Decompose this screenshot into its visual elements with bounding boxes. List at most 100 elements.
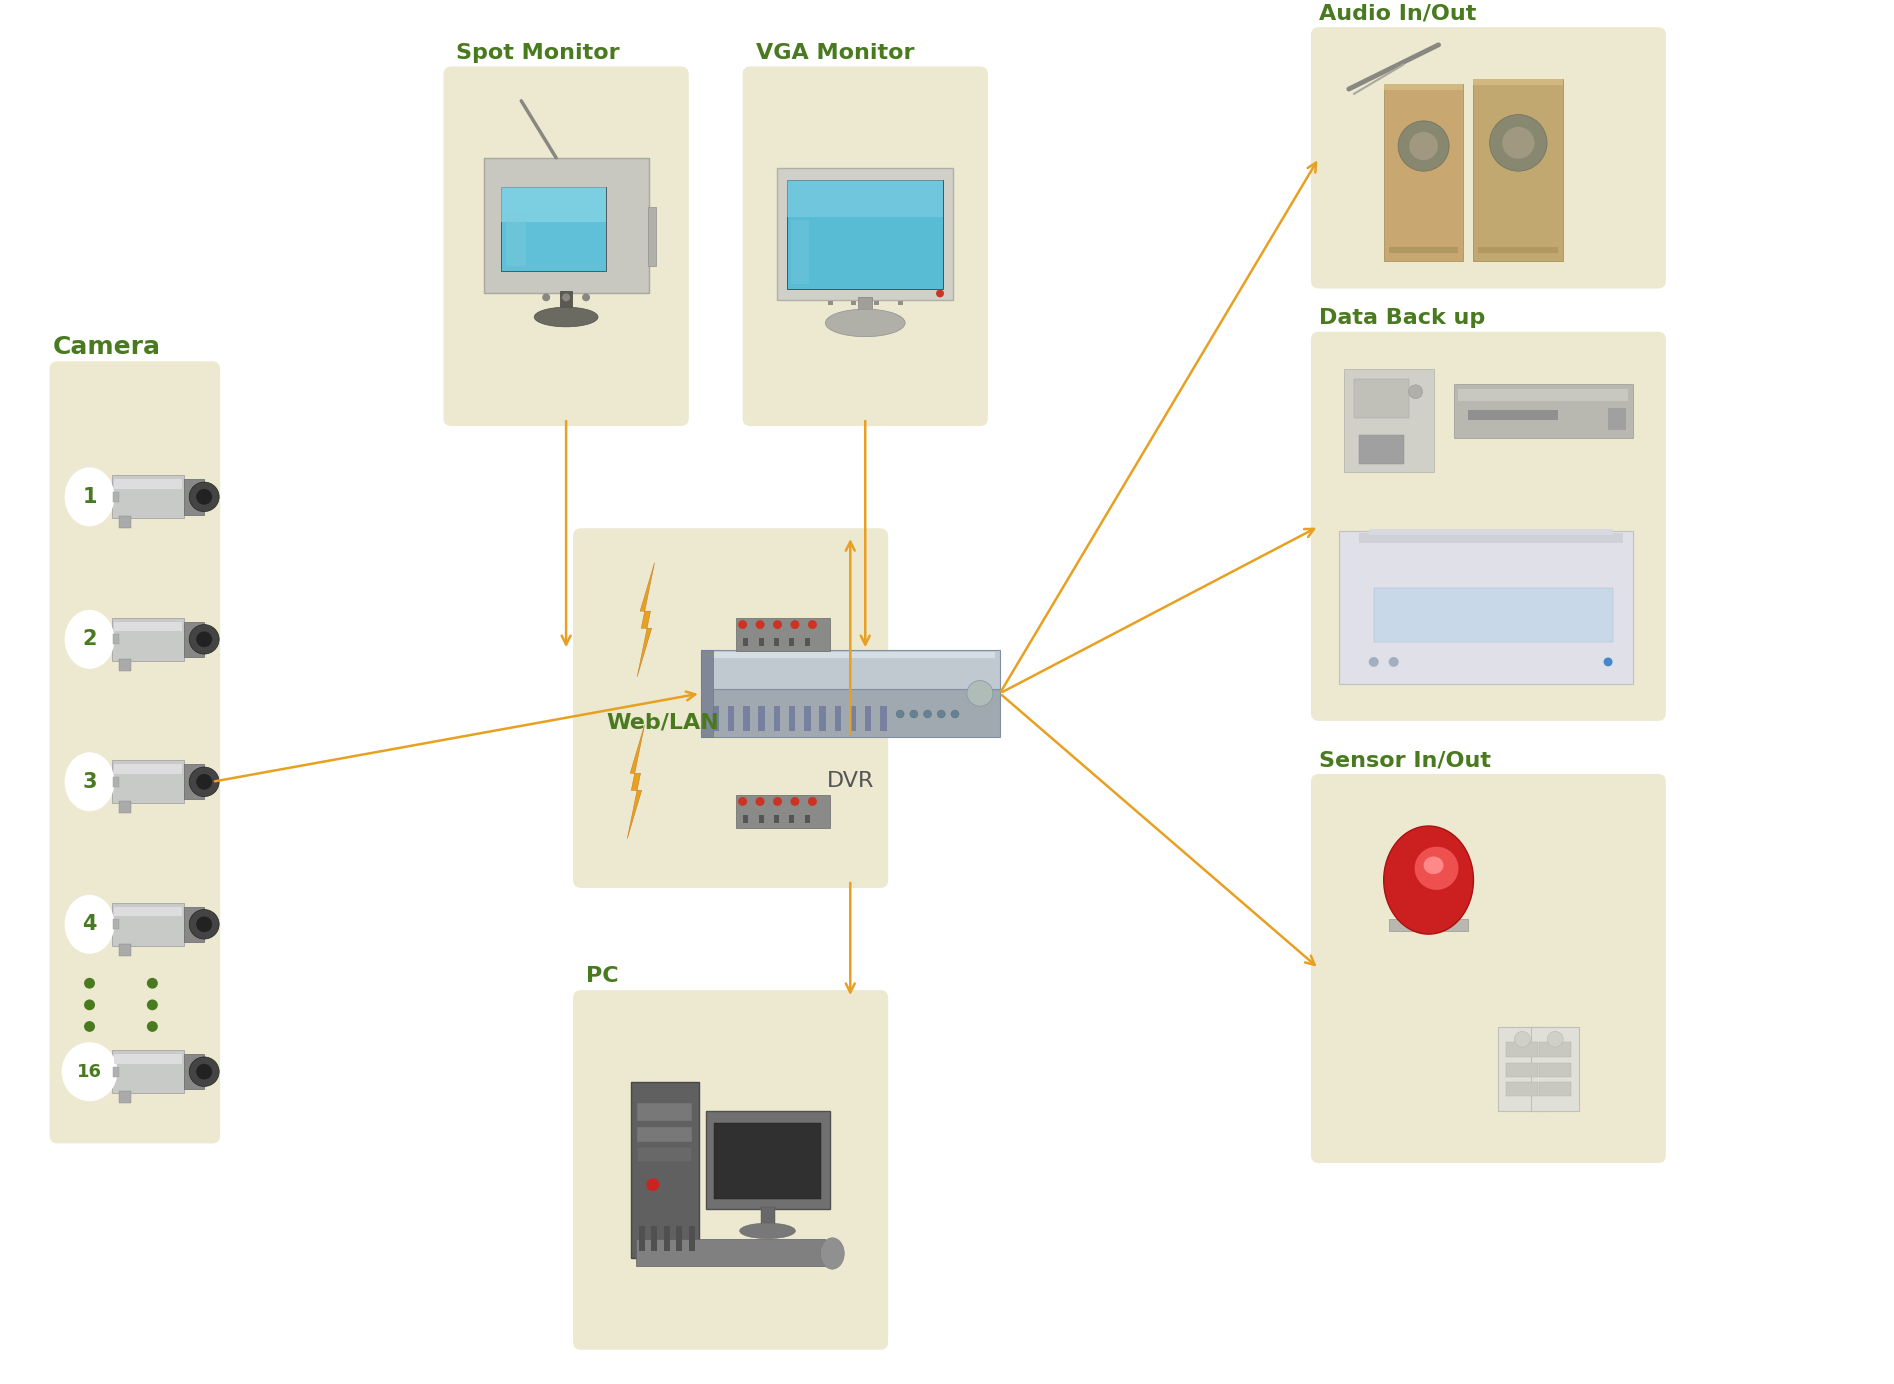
Ellipse shape: [64, 895, 114, 954]
Bar: [636, 1103, 691, 1121]
Text: 2: 2: [81, 630, 97, 649]
Bar: [636, 1127, 691, 1142]
FancyBboxPatch shape: [1311, 774, 1667, 1163]
Bar: [1345, 370, 1434, 472]
Text: Audio In/Out: Audio In/Out: [1318, 3, 1475, 24]
Bar: [638, 1226, 644, 1251]
Circle shape: [1409, 131, 1438, 161]
Bar: [701, 650, 712, 736]
Bar: [119, 659, 131, 671]
Bar: [850, 706, 856, 731]
Bar: [758, 706, 765, 731]
Circle shape: [809, 620, 816, 628]
Bar: [184, 479, 205, 515]
Ellipse shape: [1385, 826, 1474, 934]
Polygon shape: [636, 563, 655, 677]
Circle shape: [542, 293, 549, 302]
Bar: [114, 491, 119, 502]
Bar: [119, 516, 131, 529]
Polygon shape: [627, 725, 644, 839]
Bar: [1385, 84, 1464, 262]
Bar: [114, 776, 119, 786]
Circle shape: [951, 710, 958, 718]
Circle shape: [1398, 120, 1449, 172]
Circle shape: [790, 620, 799, 628]
Circle shape: [148, 1021, 157, 1032]
Bar: [184, 1055, 205, 1089]
Bar: [1385, 84, 1464, 90]
Bar: [1474, 79, 1563, 262]
Bar: [775, 815, 778, 823]
Text: Data Back up: Data Back up: [1318, 307, 1485, 328]
Bar: [759, 638, 763, 646]
Circle shape: [1547, 1031, 1563, 1048]
Circle shape: [189, 767, 220, 797]
Circle shape: [563, 293, 570, 302]
Bar: [742, 638, 748, 646]
Circle shape: [773, 797, 782, 805]
Bar: [773, 706, 780, 731]
Bar: [631, 1081, 699, 1258]
Bar: [114, 634, 119, 644]
Bar: [1468, 411, 1559, 421]
Text: 3: 3: [81, 772, 97, 792]
Bar: [1506, 1063, 1538, 1077]
Text: VGA Monitor: VGA Monitor: [756, 43, 915, 62]
Circle shape: [773, 620, 782, 628]
Bar: [805, 638, 811, 646]
Bar: [792, 220, 809, 284]
Bar: [112, 617, 184, 662]
Circle shape: [189, 909, 220, 938]
Circle shape: [938, 710, 945, 718]
Bar: [506, 212, 527, 266]
Bar: [1498, 1027, 1546, 1111]
Ellipse shape: [820, 1237, 845, 1269]
Circle shape: [756, 797, 765, 805]
Circle shape: [189, 624, 220, 655]
Bar: [648, 208, 655, 266]
Bar: [828, 302, 833, 306]
Circle shape: [148, 999, 157, 1010]
Bar: [788, 706, 795, 731]
Text: Sensor In/Out: Sensor In/Out: [1318, 750, 1491, 770]
Bar: [114, 1067, 119, 1077]
Ellipse shape: [1415, 847, 1458, 890]
Text: Camera: Camera: [53, 335, 161, 360]
Circle shape: [197, 774, 212, 790]
Bar: [1540, 1042, 1572, 1057]
Bar: [735, 794, 830, 828]
Ellipse shape: [741, 1223, 795, 1239]
Circle shape: [189, 482, 220, 512]
Circle shape: [197, 631, 212, 648]
Bar: [1540, 1082, 1572, 1096]
FancyBboxPatch shape: [1311, 28, 1667, 288]
Ellipse shape: [534, 307, 599, 327]
Text: 16: 16: [78, 1063, 102, 1081]
Bar: [636, 1147, 691, 1163]
Bar: [898, 302, 903, 306]
Bar: [1388, 248, 1458, 253]
Bar: [114, 479, 182, 489]
Ellipse shape: [826, 309, 905, 336]
Bar: [727, 706, 735, 731]
Bar: [1339, 531, 1633, 684]
Circle shape: [581, 293, 591, 302]
Circle shape: [756, 620, 765, 628]
Bar: [1474, 79, 1563, 84]
Bar: [561, 292, 572, 313]
Bar: [184, 907, 205, 943]
FancyBboxPatch shape: [443, 66, 689, 426]
Bar: [788, 180, 943, 217]
Bar: [875, 302, 879, 306]
Bar: [712, 706, 720, 731]
Bar: [706, 1111, 830, 1210]
FancyBboxPatch shape: [742, 66, 989, 426]
Circle shape: [197, 916, 212, 933]
Text: PC: PC: [585, 966, 619, 987]
Circle shape: [790, 797, 799, 805]
Bar: [184, 764, 205, 800]
Bar: [805, 815, 811, 823]
Bar: [1530, 1027, 1580, 1111]
Bar: [850, 302, 856, 306]
Circle shape: [83, 1021, 95, 1032]
